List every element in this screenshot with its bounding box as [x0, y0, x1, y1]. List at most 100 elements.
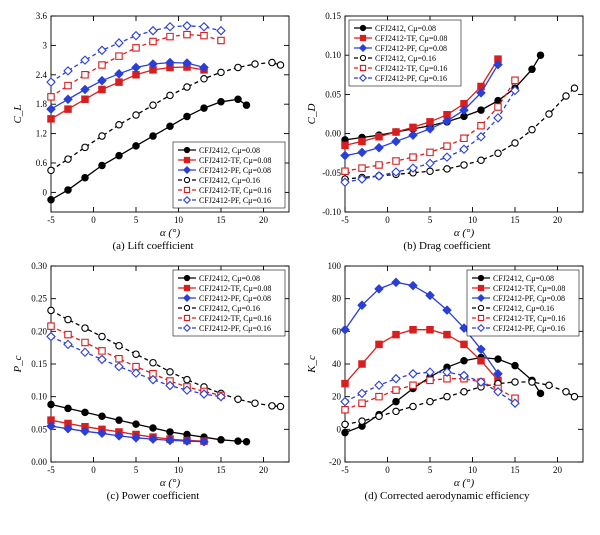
- svg-text:CFJ2412-PF, Cμ=0.08: CFJ2412-PF, Cμ=0.08: [199, 166, 271, 175]
- svg-text:0: 0: [91, 215, 96, 225]
- caption-d: (d) Corrected aerodynamic efficiency: [364, 490, 529, 502]
- svg-text:CFJ2412, Cμ=0.08: CFJ2412, Cμ=0.08: [199, 146, 260, 155]
- svg-text:K_c: K_c: [306, 355, 318, 374]
- svg-text:CFJ2412-PF, Cμ=0.16: CFJ2412-PF, Cμ=0.16: [199, 324, 271, 333]
- svg-text:20: 20: [553, 465, 563, 475]
- svg-text:0: 0: [337, 424, 342, 434]
- svg-text:5: 5: [428, 465, 433, 475]
- svg-text:CFJ2412-PF, Cμ=0.16: CFJ2412-PF, Cμ=0.16: [375, 74, 447, 83]
- svg-text:CFJ2412-PF, Cμ=0.08: CFJ2412-PF, Cμ=0.08: [493, 294, 565, 303]
- svg-text:0.10: 0.10: [325, 50, 341, 60]
- svg-text:20: 20: [553, 215, 563, 225]
- svg-text:5: 5: [134, 215, 139, 225]
- panel-a: -5 0 5 10 15 20 0 0.6 1.2 1.8 2.4 3 3.6 α (°) C_L CFJ24…: [8, 8, 298, 252]
- svg-text:0.6: 0.6: [36, 158, 48, 168]
- svg-text:10: 10: [174, 215, 184, 225]
- chart-b: -5 0 5 10 15 20 -0.10 -0.05 0.00 0.05 0.10 0.15 α (°…: [303, 8, 591, 240]
- svg-text:20: 20: [259, 215, 269, 225]
- svg-text:α (°): α (°): [160, 477, 181, 489]
- svg-text:-20: -20: [329, 457, 341, 467]
- svg-text:CFJ2412-TF, Cμ=0.08: CFJ2412-TF, Cμ=0.08: [493, 284, 565, 293]
- svg-text:CFJ2412-TF, Cμ=0.16: CFJ2412-TF, Cμ=0.16: [199, 186, 271, 195]
- svg-text:CFJ2412, Cμ=0.16: CFJ2412, Cμ=0.16: [375, 54, 436, 63]
- svg-text:α (°): α (°): [160, 227, 181, 239]
- svg-text:15: 15: [217, 215, 227, 225]
- svg-text:α (°): α (°): [454, 227, 475, 239]
- svg-text:CFJ2412, Cμ=0.16: CFJ2412, Cμ=0.16: [199, 176, 260, 185]
- svg-text:CFJ2412-PF, Cμ=0.16: CFJ2412-PF, Cμ=0.16: [199, 196, 271, 205]
- svg-text:60: 60: [332, 326, 342, 336]
- svg-text:15: 15: [217, 465, 227, 475]
- svg-text:CFJ2412, Cμ=0.08: CFJ2412, Cμ=0.08: [375, 24, 436, 33]
- chart-d: -5 0 5 10 15 20 -20 0 20 40 60 80 100 α (°) K_c CFJ2412…: [303, 258, 591, 490]
- svg-text:15: 15: [511, 465, 521, 475]
- svg-text:15: 15: [511, 215, 521, 225]
- chart-grid: -5 0 5 10 15 20 0 0.6 1.2 1.8 2.4 3 3.6 α (°) C_L CFJ24…: [8, 8, 592, 502]
- svg-text:0.10: 0.10: [31, 392, 47, 402]
- svg-text:0: 0: [385, 465, 390, 475]
- svg-text:0.00: 0.00: [31, 457, 47, 467]
- svg-text:40: 40: [332, 359, 342, 369]
- caption-b: (b) Drag coefficient: [403, 240, 490, 252]
- svg-text:80: 80: [332, 294, 342, 304]
- panel-d: -5 0 5 10 15 20 -20 0 20 40 60 80 100 α (°) K_c CFJ2412…: [302, 258, 592, 502]
- svg-text:CFJ2412-TF, Cμ=0.08: CFJ2412-TF, Cμ=0.08: [199, 284, 271, 293]
- svg-text:0.30: 0.30: [31, 261, 47, 271]
- svg-text:CFJ2412-TF, Cμ=0.16: CFJ2412-TF, Cμ=0.16: [493, 314, 565, 323]
- caption-a: (a) Lift coefficient: [112, 240, 193, 252]
- svg-text:CFJ2412-PF, Cμ=0.08: CFJ2412-PF, Cμ=0.08: [199, 294, 271, 303]
- svg-text:0: 0: [385, 215, 390, 225]
- svg-text:CFJ2412-PF, Cμ=0.08: CFJ2412-PF, Cμ=0.08: [375, 44, 447, 53]
- svg-text:-0.10: -0.10: [322, 207, 341, 217]
- svg-text:C_L: C_L: [12, 105, 24, 124]
- svg-text:20: 20: [332, 392, 342, 402]
- svg-text:CFJ2412, Cμ=0.16: CFJ2412, Cμ=0.16: [199, 304, 260, 313]
- svg-text:0.25: 0.25: [31, 294, 47, 304]
- panel-b: -5 0 5 10 15 20 -0.10 -0.05 0.00 0.05 0.10 0.15 α (°…: [302, 8, 592, 252]
- svg-text:5: 5: [428, 215, 433, 225]
- svg-text:1.2: 1.2: [36, 129, 47, 139]
- svg-text:0.15: 0.15: [325, 11, 341, 21]
- panel-c: -5 0 5 10 15 20 0.00 0.05 0.10 0.15 0.20 0.25 0.30 α …: [8, 258, 298, 502]
- svg-text:0.00: 0.00: [325, 129, 341, 139]
- svg-text:10: 10: [174, 465, 184, 475]
- legend: CFJ2412, Cμ=0.08CFJ2412-TF, Cμ=0.08CFJ24…: [173, 142, 285, 208]
- legend: CFJ2412, Cμ=0.08CFJ2412-TF, Cμ=0.08CFJ24…: [349, 20, 461, 86]
- svg-text:3.6: 3.6: [36, 11, 48, 21]
- svg-text:100: 100: [328, 261, 342, 271]
- svg-text:0: 0: [91, 465, 96, 475]
- svg-text:0.15: 0.15: [31, 359, 47, 369]
- legend: CFJ2412, Cμ=0.08CFJ2412-TF, Cμ=0.08CFJ24…: [467, 270, 579, 336]
- svg-text:CFJ2412, Cμ=0.08: CFJ2412, Cμ=0.08: [199, 274, 260, 283]
- svg-text:0.05: 0.05: [31, 424, 47, 434]
- svg-text:-5: -5: [47, 215, 55, 225]
- svg-text:CFJ2412-TF, Cμ=0.16: CFJ2412-TF, Cμ=0.16: [375, 64, 447, 73]
- chart-c: -5 0 5 10 15 20 0.00 0.05 0.10 0.15 0.20 0.25 0.30 α …: [9, 258, 297, 490]
- svg-text:CFJ2412-TF, Cμ=0.08: CFJ2412-TF, Cμ=0.08: [375, 34, 447, 43]
- svg-text:20: 20: [259, 465, 269, 475]
- svg-text:0: 0: [43, 187, 48, 197]
- svg-text:-5: -5: [341, 215, 349, 225]
- svg-text:3: 3: [43, 40, 48, 50]
- svg-text:CFJ2412, Cμ=0.16: CFJ2412, Cμ=0.16: [493, 304, 554, 313]
- svg-text:CFJ2412-PF, Cμ=0.16: CFJ2412-PF, Cμ=0.16: [493, 324, 565, 333]
- svg-text:CFJ2412-TF, Cμ=0.08: CFJ2412-TF, Cμ=0.08: [199, 156, 271, 165]
- svg-text:C_D: C_D: [306, 104, 318, 125]
- svg-text:-5: -5: [341, 465, 349, 475]
- caption-c: (c) Power coefficient: [107, 490, 200, 502]
- svg-text:2.4: 2.4: [36, 70, 48, 80]
- svg-text:5: 5: [134, 465, 139, 475]
- svg-text:0.05: 0.05: [325, 89, 341, 99]
- svg-text:CFJ2412, Cμ=0.08: CFJ2412, Cμ=0.08: [493, 274, 554, 283]
- svg-text:-0.05: -0.05: [322, 168, 341, 178]
- svg-text:1.8: 1.8: [36, 99, 48, 109]
- svg-text:10: 10: [468, 465, 478, 475]
- svg-text:-5: -5: [47, 465, 55, 475]
- svg-text:P_c: P_c: [12, 355, 24, 373]
- chart-a: -5 0 5 10 15 20 0 0.6 1.2 1.8 2.4 3 3.6 α (°) C_L CFJ24…: [9, 8, 297, 240]
- svg-text:10: 10: [468, 215, 478, 225]
- svg-text:0.20: 0.20: [31, 326, 47, 336]
- legend: CFJ2412, Cμ=0.08CFJ2412-TF, Cμ=0.08CFJ24…: [173, 270, 285, 336]
- svg-text:α (°): α (°): [454, 477, 475, 489]
- svg-text:CFJ2412-TF, Cμ=0.16: CFJ2412-TF, Cμ=0.16: [199, 314, 271, 323]
